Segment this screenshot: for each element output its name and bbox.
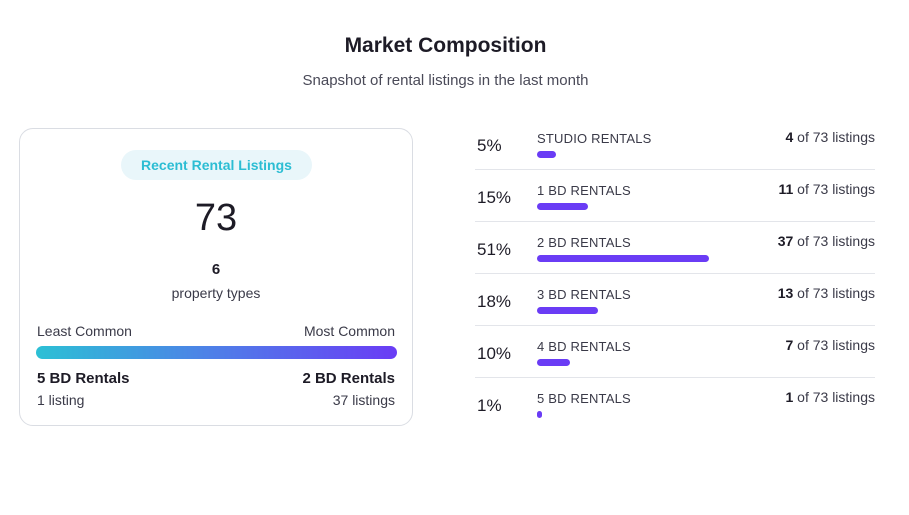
breakdown-row: 10% 4 BD RENTALS 7 of 73 listings xyxy=(475,326,875,378)
breakdown-count-value: 13 xyxy=(777,285,794,301)
breakdown-label: 1 BD RENTALS xyxy=(537,183,631,198)
breakdown-label: 5 BD RENTALS xyxy=(537,391,631,406)
breakdown-label: 3 BD RENTALS xyxy=(537,287,631,302)
breakdown-count-suffix: of 73 listings xyxy=(797,129,875,145)
breakdown-count: 4 of 73 listings xyxy=(785,129,875,145)
breakdown-count-value: 4 xyxy=(785,129,794,145)
breakdown-bar xyxy=(537,359,570,366)
total-listings-count: 73 xyxy=(194,197,238,239)
breakdown-count-value: 7 xyxy=(785,337,794,353)
breakdown-count: 37 of 73 listings xyxy=(778,233,875,249)
breakdown-bar xyxy=(537,255,709,262)
breakdown-count-value: 37 xyxy=(777,233,794,249)
breakdown-count: 11 of 73 listings xyxy=(778,181,875,197)
breakdown-bar xyxy=(537,151,556,158)
breakdown-count: 7 of 73 listings xyxy=(785,337,875,353)
breakdown-percent: 10% xyxy=(477,344,512,363)
breakdown-row: 51% 2 BD RENTALS 37 of 73 listings xyxy=(475,222,875,274)
breakdown-bar xyxy=(537,307,598,314)
breakdown-bar xyxy=(537,203,588,210)
most-common-type: 2 BD Rentals xyxy=(302,370,395,387)
least-common-label: Least Common xyxy=(37,323,132,339)
breakdown-count-suffix: of 73 listings xyxy=(797,337,875,353)
commonality-gradient-bar xyxy=(36,346,397,359)
page-subtitle: Snapshot of rental listings in the last … xyxy=(302,72,589,89)
breakdown-row: 18% 3 BD RENTALS 13 of 73 listings xyxy=(475,274,875,326)
most-common-label: Most Common xyxy=(303,323,395,339)
breakdown-list: 5% STUDIO RENTALS 4 of 73 listings 15% 1… xyxy=(475,118,875,430)
breakdown-label: 4 BD RENTALS xyxy=(537,339,631,354)
least-common-type: 5 BD Rentals xyxy=(37,370,130,387)
breakdown-label: 2 BD RENTALS xyxy=(537,235,631,250)
breakdown-label: STUDIO RENTALS xyxy=(537,131,652,146)
breakdown-bar xyxy=(537,411,542,418)
page-title: Market Composition xyxy=(344,34,547,57)
summary-card: Recent Rental Listings 73 6 property typ… xyxy=(19,128,413,426)
breakdown-percent: 1% xyxy=(477,396,502,415)
breakdown-row: 5% STUDIO RENTALS 4 of 73 listings xyxy=(475,118,875,170)
least-common-count: 1 listing xyxy=(37,392,85,408)
breakdown-count-suffix: of 73 listings xyxy=(797,233,875,249)
breakdown-percent: 51% xyxy=(477,240,512,259)
breakdown-count-suffix: of 73 listings xyxy=(797,285,875,301)
breakdown-row: 15% 1 BD RENTALS 11 of 73 listings xyxy=(475,170,875,222)
property-types-label: property types xyxy=(171,285,261,301)
breakdown-count-value: 1 xyxy=(785,389,794,405)
breakdown-count-suffix: of 73 listings xyxy=(797,389,875,405)
breakdown-percent: 5% xyxy=(477,136,502,155)
breakdown-percent: 18% xyxy=(477,292,512,311)
breakdown-row: 1% 5 BD RENTALS 1 of 73 listings xyxy=(475,378,875,430)
breakdown-percent: 15% xyxy=(477,188,512,207)
property-types-count: 6 xyxy=(211,261,221,278)
recent-listings-badge: Recent Rental Listings xyxy=(121,150,312,180)
breakdown-count: 13 of 73 listings xyxy=(778,285,875,301)
most-common-count: 37 listings xyxy=(332,392,395,408)
breakdown-count: 1 of 73 listings xyxy=(785,389,875,405)
breakdown-count-value: 11 xyxy=(778,181,794,197)
breakdown-count-suffix: of 73 listings xyxy=(797,181,875,197)
